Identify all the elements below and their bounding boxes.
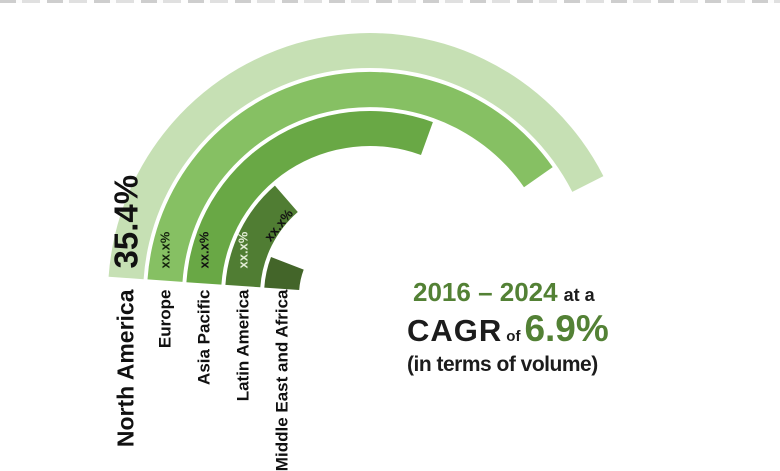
ring-arc-asia-pacific [186, 110, 433, 285]
ring-arc-latin-america [225, 185, 298, 288]
cagr-metric-text: CAGR [407, 313, 503, 348]
ring-arc-europe [147, 71, 553, 282]
cagr-of-text: of [506, 328, 521, 345]
cagr-period-text: 2016 – 2024 [413, 277, 558, 307]
ring-arc-north-america [108, 33, 604, 280]
cagr-period-line: 2016 – 2024 at a [413, 279, 667, 305]
cagr-value-line: CAGR of 6.9% [407, 310, 667, 347]
ring-arc-middle-east-and-africa [264, 257, 304, 290]
half-donut-chart [108, 33, 604, 290]
cagr-value-text: 6.9% [524, 308, 609, 349]
top-edge-artifact [0, 0, 780, 3]
cagr-callout: 2016 – 2024 at a CAGR of 6.9% (in terms of … [407, 279, 667, 375]
cagr-note-line: (in terms of volume) [407, 354, 667, 375]
ring-value-label-5: xx.x% [261, 206, 297, 245]
cagr-note-text: (in terms of volume) [407, 353, 598, 376]
cagr-connector-text: at a [563, 285, 595, 305]
